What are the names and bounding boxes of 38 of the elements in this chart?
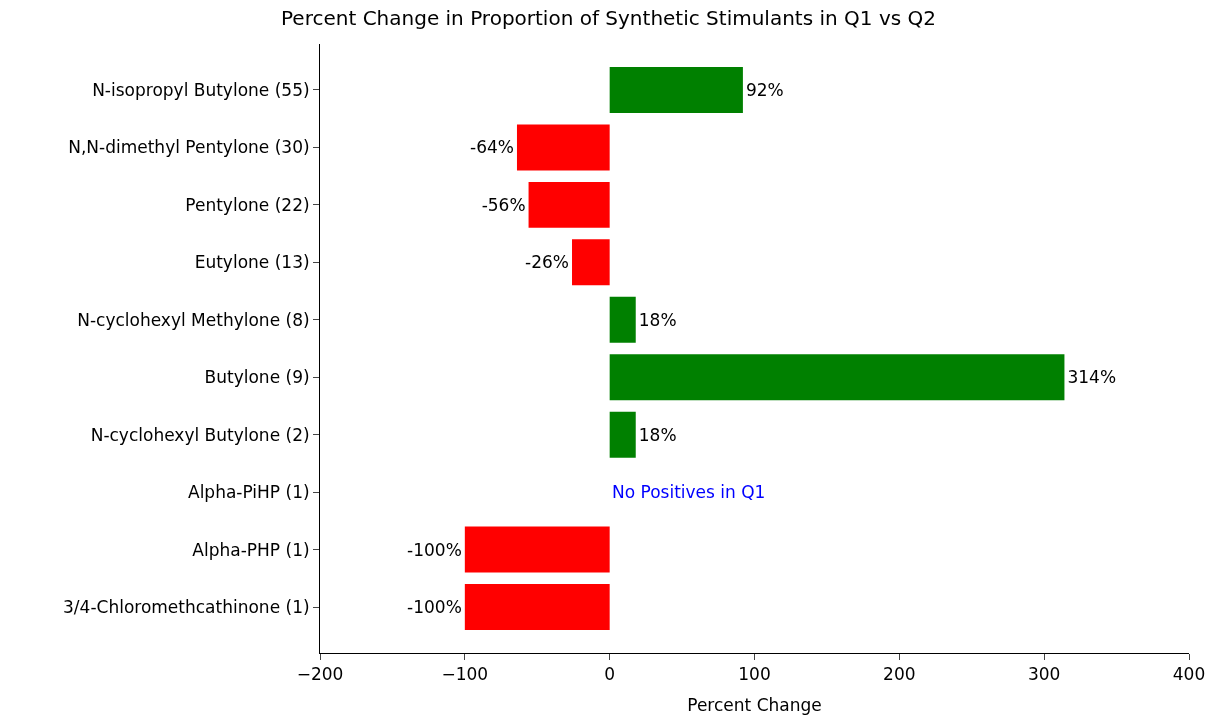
x-tick-label: 200: [883, 664, 916, 685]
x-tick-label: 0: [604, 664, 616, 685]
y-tick-label: Eutylone (13): [194, 252, 310, 273]
y-tick-label: N,N-dimethyl Pentylone (30): [68, 137, 310, 158]
x-tick-label: −100: [441, 664, 489, 685]
annotation: No Positives in Q1: [612, 482, 766, 502]
bar: [464, 584, 610, 631]
data-label: -56%: [481, 194, 526, 215]
data-label: 92%: [745, 79, 784, 100]
x-tick-label: −200: [296, 664, 344, 685]
bar: [464, 526, 610, 573]
data-label: -26%: [525, 252, 570, 273]
bar: [609, 411, 636, 458]
y-tick-label: N-cyclohexyl Butylone (2): [90, 424, 310, 445]
y-tick-label: N-isopropyl Butylone (55): [92, 79, 310, 100]
data-label: -64%: [470, 137, 514, 158]
data-label: 18%: [638, 309, 677, 330]
y-tick-label: 3/4-Chloromethcathinone (1): [63, 596, 310, 617]
bar: [572, 239, 610, 286]
y-tick-label: Butylone (9): [204, 367, 310, 388]
y-tick-label: Alpha-PHP (1): [192, 539, 310, 560]
bar: [609, 296, 636, 343]
data-label: 314%: [1067, 367, 1117, 388]
data-label: -100%: [407, 597, 462, 618]
y-tick-label: Alpha-PiHP (1): [188, 482, 310, 503]
y-tick-label: Pentylone (22): [185, 194, 310, 215]
x-tick-label: 100: [738, 664, 771, 685]
bar: [528, 181, 610, 228]
x-tick-label: 300: [1027, 664, 1061, 685]
data-label: 18%: [638, 424, 677, 445]
y-tick-label: N-cyclohexyl Methylone (8): [77, 309, 310, 330]
bar: [516, 124, 610, 171]
bar: [609, 66, 743, 113]
bar: [609, 354, 1065, 401]
chart-title: Percent Change in Proportion of Synthetic Stimulants in Q1 vs Q2: [281, 5, 936, 30]
x-axis-title: Percent Change: [687, 694, 822, 715]
data-label: -100%: [407, 539, 462, 560]
x-tick-label: 400: [1172, 664, 1206, 685]
